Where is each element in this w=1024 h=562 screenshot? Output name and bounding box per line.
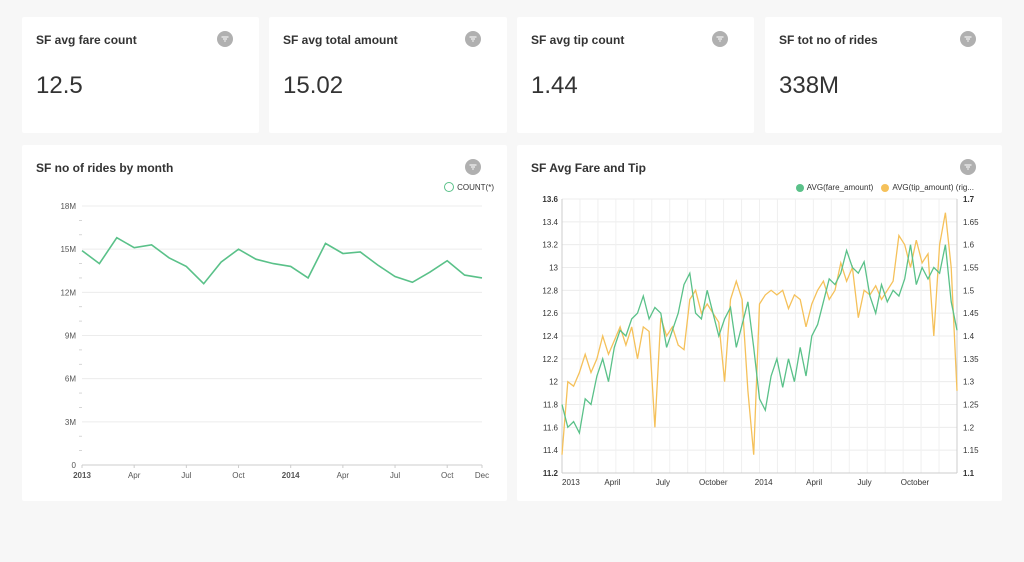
x-tick-label: Dec: [475, 471, 489, 480]
x-tick-label: Oct: [232, 471, 245, 480]
filter-icon[interactable]: [960, 159, 976, 175]
rides-by-month-card: SF no of rides by month COUNT(*) 0 3M 6M 9M…: [22, 145, 507, 501]
chart-title: SF no of rides by month: [36, 161, 174, 175]
x-tick-label: 2013: [562, 478, 580, 487]
x-tick-label: 2013: [73, 471, 91, 480]
y-tick-label: 9M: [65, 332, 76, 341]
big-number-value: 338M: [779, 72, 840, 99]
y-left-tick-label: 12.4: [542, 332, 558, 341]
x-tick-label: Apr: [128, 471, 141, 480]
x-tick-label: October: [699, 478, 728, 487]
y-tick-label: 3M: [65, 418, 76, 427]
card-title: SF avg tip count: [531, 33, 625, 47]
chart-legend[interactable]: AVG(fare_amount) AVG(tip_amount) (rig...: [788, 183, 974, 192]
filter-icon[interactable]: [217, 31, 233, 47]
legend-marker-fare: [795, 183, 804, 192]
x-tick-label: Oct: [441, 471, 454, 480]
card-title: SF avg total amount: [283, 33, 398, 47]
filter-icon[interactable]: [712, 31, 728, 47]
big-number-value: 12.5: [36, 72, 83, 99]
x-tick-label: April: [604, 478, 620, 487]
kpi-card-avg-tip: SF avg tip count 1.44: [517, 17, 754, 133]
x-tick-label: July: [857, 478, 871, 487]
x-tick-label: July: [656, 478, 670, 487]
y-tick-label: 12M: [60, 288, 76, 297]
y-tick-label: 15M: [60, 245, 76, 254]
filter-icon[interactable]: [960, 31, 976, 47]
legend-label-fare: AVG(fare_amount): [806, 183, 874, 192]
series-line-tip: [561, 212, 958, 455]
chart-legend[interactable]: COUNT(*): [444, 182, 494, 192]
y-right-tick-label: 1.6: [963, 241, 975, 250]
y-left-tick-label: 12.6: [542, 309, 558, 318]
rides-line-chart[interactable]: 0 3M 6M 9M 12M 15M 18M 2013 Apr Jul Oct 2014 Apr Jul O…: [22, 145, 507, 501]
y-left-tick-label: 11.2: [543, 469, 559, 478]
y-left-tick-label: 12.2: [542, 355, 558, 364]
big-number-value: 1.44: [531, 72, 578, 99]
y-right-tick-label: 1.65: [963, 218, 979, 227]
fare-tip-line-chart[interactable]: 11.2 11.4 11.6 11.8 12 12.2 12.4 12.6 12.8 13 13.2…: [517, 145, 1002, 501]
filter-icon[interactable]: [465, 159, 481, 175]
big-number-value: 15.02: [283, 72, 344, 99]
y-tick-label: 0: [72, 461, 77, 470]
y-left-tick-label: 11.4: [543, 446, 559, 455]
kpi-card-avg-fare: SF avg fare count 12.5: [22, 17, 259, 133]
fare-tip-card: SF Avg Fare and Tip AVG(fare_amount) AVG…: [517, 145, 1002, 501]
y-right-tick-label: 1.1: [963, 469, 975, 478]
y-left-tick-label: 13: [549, 264, 558, 273]
y-left-tick-label: 13.2: [542, 241, 558, 250]
y-right-tick-label: 1.45: [963, 309, 979, 318]
filter-icon[interactable]: [465, 31, 481, 47]
y-right-tick-label: 1.15: [963, 446, 979, 455]
chart-title: SF Avg Fare and Tip: [531, 161, 646, 175]
kpi-card-avg-total: SF avg total amount 15.02: [269, 17, 507, 133]
y-left-tick-label: 12.8: [542, 286, 558, 295]
series-line-fare: [561, 244, 958, 436]
card-title: SF tot no of rides: [779, 33, 878, 47]
x-tick-label: 2014: [282, 471, 300, 480]
y-left-tick-label: 11.6: [543, 423, 559, 432]
y-right-tick-label: 1.2: [963, 423, 975, 432]
y-tick-label: 6M: [65, 375, 76, 384]
legend-marker-tip: [881, 183, 890, 192]
y-right-tick-label: 1.5: [963, 286, 975, 295]
x-tick-label: October: [901, 478, 930, 487]
y-left-tick-label: 12: [549, 378, 558, 387]
card-title: SF avg fare count: [36, 33, 137, 47]
y-left-tick-label: 13.4: [542, 218, 558, 227]
series-line-count: [81, 236, 483, 285]
x-tick-label: 2014: [755, 478, 773, 487]
y-right-tick-label: 1.25: [963, 401, 979, 410]
legend-marker: [444, 182, 455, 192]
y-right-tick-label: 1.7: [963, 195, 975, 204]
kpi-card-total-rides: SF tot no of rides 338M: [765, 17, 1002, 133]
legend-label: COUNT(*): [457, 182, 494, 192]
y-left-tick-label: 13.6: [542, 195, 558, 204]
y-right-tick-label: 1.55: [963, 264, 979, 273]
legend-label-tip: AVG(tip_amount) (rig...: [892, 183, 974, 192]
y-right-tick-label: 1.4: [963, 332, 975, 341]
y-tick-label: 18M: [60, 202, 76, 211]
y-right-tick-label: 1.35: [963, 355, 979, 364]
x-tick-label: Apr: [337, 471, 350, 480]
x-tick-label: Jul: [390, 471, 400, 480]
x-tick-label: April: [806, 478, 822, 487]
y-left-tick-label: 11.8: [543, 401, 559, 410]
y-right-tick-label: 1.3: [963, 378, 975, 387]
x-tick-label: Jul: [181, 471, 191, 480]
